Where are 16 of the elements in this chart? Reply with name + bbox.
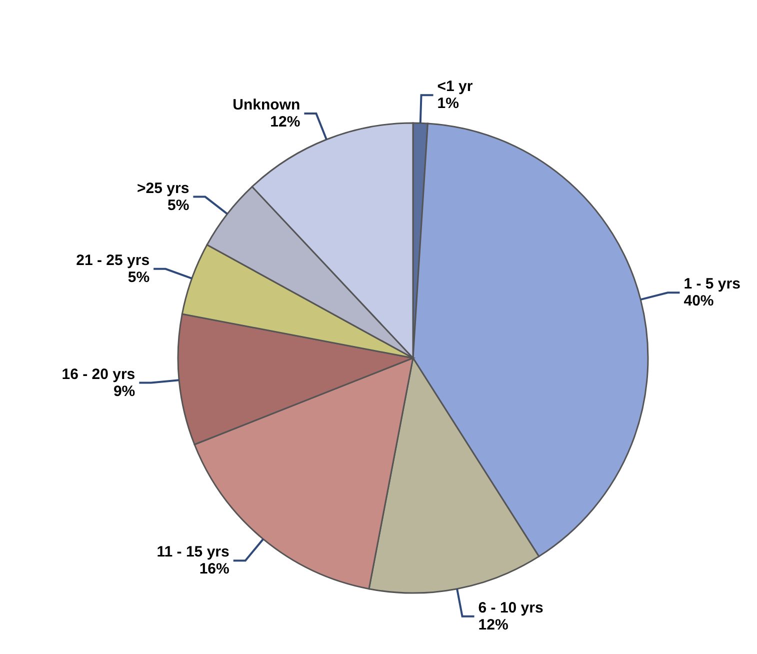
- data-label: 1%: [437, 95, 459, 112]
- data-label: 16%: [199, 560, 230, 578]
- data-label: 40%: [684, 292, 714, 310]
- slice-label: 16 - 20 yrs: [62, 366, 136, 383]
- slice-label: <1 yr: [437, 78, 473, 96]
- slice-label: Unknown: [232, 96, 300, 114]
- slice-label: 6 - 10 yrs: [478, 599, 544, 616]
- slice-label: 1 - 5 yrs: [684, 276, 740, 293]
- data-label: 5%: [128, 268, 150, 286]
- data-label: 12%: [478, 616, 508, 634]
- slice-label: 11 - 15 yrs: [156, 544, 230, 561]
- slice-label: 21 - 25 yrs: [76, 252, 150, 269]
- data-label: 12%: [270, 113, 300, 130]
- data-label: 9%: [113, 382, 136, 400]
- slice-label: >25 yrs: [137, 180, 190, 197]
- data-label: 5%: [168, 196, 190, 214]
